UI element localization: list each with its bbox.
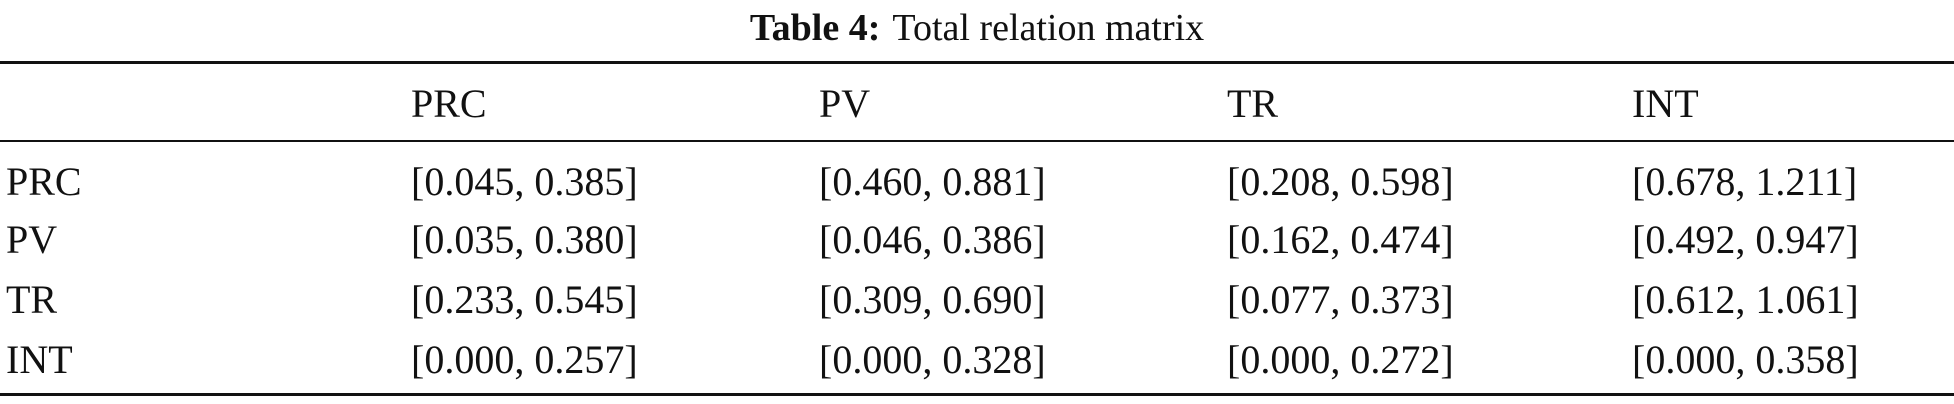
caption-text: Total relation matrix [892, 7, 1205, 49]
table-cell: [0.000, 0.272] [1227, 337, 1454, 382]
table-cell: [0.208, 0.598] [1227, 159, 1454, 204]
column-header: PRC [411, 81, 487, 126]
row-header: INT [6, 337, 73, 382]
table-cell: [0.612, 1.061] [1632, 277, 1859, 322]
table-cell: [0.000, 0.328] [819, 337, 1046, 382]
caption-label: Table 4: [749, 7, 881, 49]
table-cell: [0.309, 0.690] [819, 277, 1046, 322]
column-header: TR [1227, 81, 1279, 126]
column-header: PV [819, 81, 871, 126]
table-cell: [0.046, 0.386] [819, 217, 1046, 262]
column-header: INT [1632, 81, 1699, 126]
table-cell: [0.460, 0.881] [819, 159, 1046, 204]
table-cell: [0.000, 0.257] [411, 337, 638, 382]
table-cell: [0.678, 1.211] [1632, 159, 1858, 204]
table-cell: [0.077, 0.373] [1227, 277, 1454, 322]
table-cell: [0.162, 0.474] [1227, 217, 1454, 262]
table-cell: [0.000, 0.358] [1632, 337, 1859, 382]
bottom-rule [0, 393, 1954, 396]
table-cell: [0.492, 0.947] [1632, 217, 1859, 262]
top-rule [0, 61, 1954, 64]
row-header: PV [6, 217, 58, 262]
header-rule [0, 140, 1954, 142]
table-caption: Table 4: Total relation matrix [0, 6, 1954, 50]
row-header: PRC [6, 159, 82, 204]
table-cell: [0.035, 0.380] [411, 217, 638, 262]
table-cell: [0.233, 0.545] [411, 277, 638, 322]
table-cell: [0.045, 0.385] [411, 159, 638, 204]
row-header: TR [6, 277, 58, 322]
